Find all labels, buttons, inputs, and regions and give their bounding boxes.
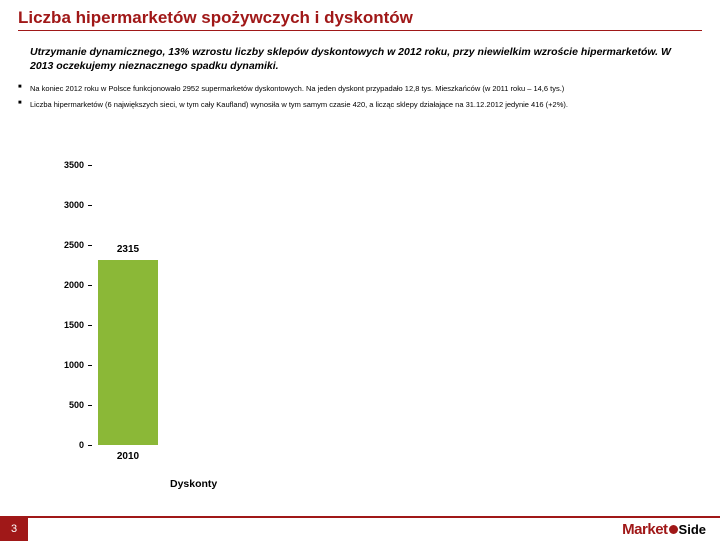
y-tick-mark [88,445,92,446]
logo: Market Side [622,521,706,538]
page-number: 3 [0,517,28,541]
y-tick-label: 3000 [64,200,84,210]
y-tick-label: 2000 [64,280,84,290]
x-category-label: 2010 [88,451,168,462]
logo-dot-icon [669,525,678,534]
y-tick-label: 1500 [64,320,84,330]
page-title: Liczba hipermarketów spożywczych i dysko… [18,8,702,31]
y-tick-label: 500 [69,400,84,410]
chart-plot: 2315 [88,165,178,445]
bullet-item: Na koniec 2012 roku w Polsce funkcjonowa… [18,81,702,97]
y-tick-label: 2500 [64,240,84,250]
y-tick-label: 1000 [64,360,84,370]
logo-main: Market [622,521,667,538]
bar: 2315 [98,260,158,445]
logo-sub: Side [679,522,706,537]
footer-bar: 3 Market Side [0,516,720,540]
y-tick-label: 3500 [64,160,84,170]
bar-chart: 0500100015002000250030003500 2315 2010 [48,165,348,475]
y-tick-label: 0 [79,440,84,450]
bar-value-label: 2315 [98,244,158,255]
bullet-list: Na koniec 2012 roku w Polsce funkcjonowa… [0,79,720,113]
y-axis: 0500100015002000250030003500 [48,165,88,445]
bullet-item: Liczba hipermarketów (6 największych sie… [18,97,702,113]
subtitle-text: Utrzymanie dynamicznego, 13% wzrostu lic… [0,35,720,79]
x-axis-title: Dyskonty [170,478,217,490]
